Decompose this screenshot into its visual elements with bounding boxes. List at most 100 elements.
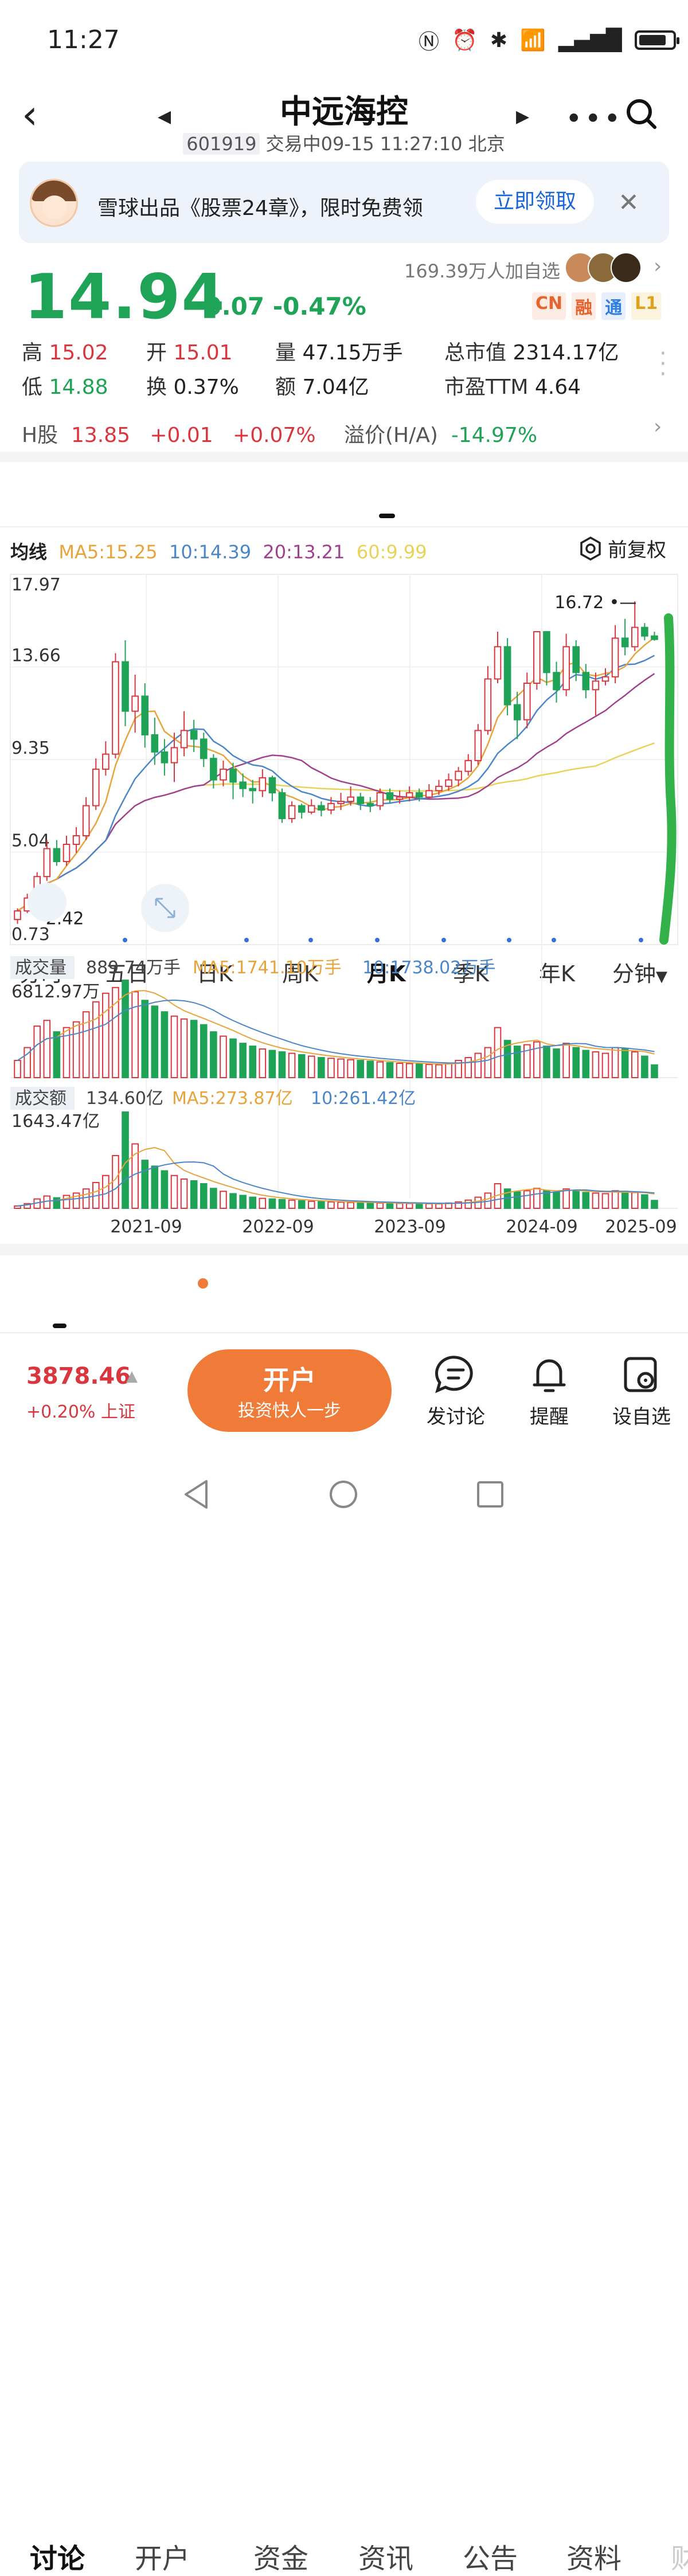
- candle-body: [268, 777, 276, 794]
- stat-high: 高 15.02: [22, 341, 108, 365]
- nav-back-icon[interactable]: [182, 1479, 210, 1510]
- chevron-right-icon[interactable]: ›: [654, 415, 662, 439]
- volume-bar: [386, 1062, 394, 1079]
- amount-ma10: 10:261.42亿: [311, 1089, 416, 1109]
- tab-quarterly-k[interactable]: 季K: [453, 961, 489, 986]
- back-icon[interactable]: ‹: [22, 91, 38, 138]
- trading-status: 交易中: [265, 133, 321, 155]
- volume-ma5-line: [17, 990, 655, 1065]
- volume-bar: [220, 1035, 227, 1078]
- kebab-icon[interactable]: · · ·: [659, 340, 667, 387]
- volume-bar: [592, 1051, 600, 1079]
- amount-bar: [621, 1191, 629, 1209]
- bluetooth-icon: ✱: [490, 28, 508, 52]
- tab-monthly-k[interactable]: 月K: [367, 961, 406, 986]
- settings-icon: [580, 536, 601, 561]
- candle-body: [641, 627, 648, 637]
- candle-body: [651, 635, 658, 640]
- volume-bar: [180, 1018, 188, 1078]
- volume-bar: [102, 992, 110, 1079]
- post-discussion-button[interactable]: 发讨论: [419, 1353, 493, 1428]
- tab-news[interactable]: 资讯: [358, 2543, 414, 2575]
- amount-bar: [112, 1154, 119, 1209]
- wifi-icon: 📶: [520, 29, 546, 52]
- y-tick-label: 9.35: [11, 738, 50, 758]
- volume-bar: [347, 1059, 354, 1079]
- amount-bar: [298, 1200, 306, 1209]
- watcher-avatars[interactable]: [565, 252, 645, 283]
- amount-bar: [141, 1160, 149, 1209]
- add-watchlist-button[interactable]: 设自选: [604, 1353, 679, 1428]
- tab-yearly-k[interactable]: 年K: [539, 961, 575, 986]
- nav-recents-icon[interactable]: [476, 1480, 505, 1509]
- chevron-right-icon[interactable]: ›: [654, 255, 662, 278]
- more-icon[interactable]: •••: [565, 102, 623, 135]
- search-icon[interactable]: [625, 97, 657, 130]
- candle-body: [278, 792, 286, 820]
- volume-bar: [239, 1043, 247, 1078]
- amount-bar: [53, 1197, 61, 1209]
- amount-bar: [14, 1205, 21, 1209]
- candle-body: [513, 704, 521, 721]
- volume-bar: [601, 1052, 609, 1079]
- badge-2: 通: [601, 292, 626, 320]
- event-dot: [308, 938, 313, 942]
- tab-announcements[interactable]: 公告: [463, 2543, 518, 2575]
- x-tick-label: 2023-09: [374, 1217, 445, 1237]
- nav-home-icon[interactable]: [328, 1479, 359, 1510]
- volume-bar: [268, 1050, 276, 1079]
- volume-bar: [122, 980, 129, 1078]
- claim-button[interactable]: 立即领取: [476, 180, 594, 224]
- candle-body: [484, 678, 492, 731]
- tab-finance[interactable]: 财: [671, 2543, 688, 2575]
- amount-max-label: 1643.47亿: [11, 1111, 100, 1132]
- amount-bar: [641, 1194, 648, 1209]
- reminder-button[interactable]: 提醒: [512, 1353, 587, 1428]
- amount-bar: [651, 1200, 658, 1209]
- tab-funds[interactable]: 资金: [253, 2543, 309, 2575]
- candle-body: [259, 777, 267, 792]
- volume-bar: [24, 1047, 31, 1079]
- ma20-value: 20:13.21: [263, 541, 345, 563]
- stat-pe: 市盈TTM 4.64: [444, 375, 581, 399]
- ma-legend: 均线 MA5:15.25 10:14.39 20:13.21 60:9.99: [10, 541, 427, 563]
- volume-ma5: MA5:1741.10万手: [193, 958, 342, 978]
- candle-body: [347, 796, 354, 802]
- candle-body: [621, 637, 629, 648]
- prev-stock-icon[interactable]: ◀: [158, 107, 171, 127]
- volume-bar: [651, 1064, 658, 1078]
- open-account-button[interactable]: 开户 投资快人一步: [187, 1349, 392, 1432]
- candle-body: [249, 788, 257, 792]
- tab-minute[interactable]: 分钟▼: [612, 961, 668, 986]
- watchers-count[interactable]: 169.39万人加自选: [404, 260, 560, 282]
- x-tick-label: 2021-09: [110, 1217, 182, 1237]
- amount-bar: [220, 1191, 227, 1209]
- volume-bar: [474, 1052, 482, 1079]
- adjust-toggle[interactable]: 前复权: [578, 534, 666, 562]
- candle-body: [415, 792, 423, 798]
- index-value[interactable]: 3878.46: [26, 1363, 131, 1389]
- tab-profile[interactable]: 资料: [566, 2543, 622, 2575]
- candle-body: [562, 646, 570, 691]
- stat-mktcap: 总市值 2314.17亿: [444, 341, 619, 365]
- volume-bar: [33, 1025, 41, 1078]
- close-icon[interactable]: ✕: [618, 188, 639, 217]
- battery-icon: [634, 30, 679, 50]
- amount-bar: [170, 1175, 178, 1209]
- market-badges: CN 融通 L1: [532, 292, 662, 320]
- candle-body: [298, 805, 306, 813]
- amount-bar: [200, 1183, 208, 1209]
- alarm-icon: ⏰: [452, 29, 478, 52]
- next-stock-icon[interactable]: ▶: [516, 107, 530, 127]
- period-tabs: 分时 五日 日K 周K 月K 季K 年K 分钟▼: [0, 476, 688, 986]
- event-dot: [123, 938, 127, 942]
- volume-bar: [484, 1047, 492, 1079]
- x-tick-label: 2025-09: [605, 1217, 677, 1237]
- chart-separator: [0, 526, 688, 527]
- tab-daily-k[interactable]: 日K: [197, 961, 233, 986]
- promo-avatar: [30, 179, 78, 227]
- tab-open-account[interactable]: 开户: [135, 2543, 190, 2575]
- tab-weekly-k[interactable]: 周K: [282, 961, 318, 986]
- tab-discussion[interactable]: 讨论: [30, 2543, 85, 2575]
